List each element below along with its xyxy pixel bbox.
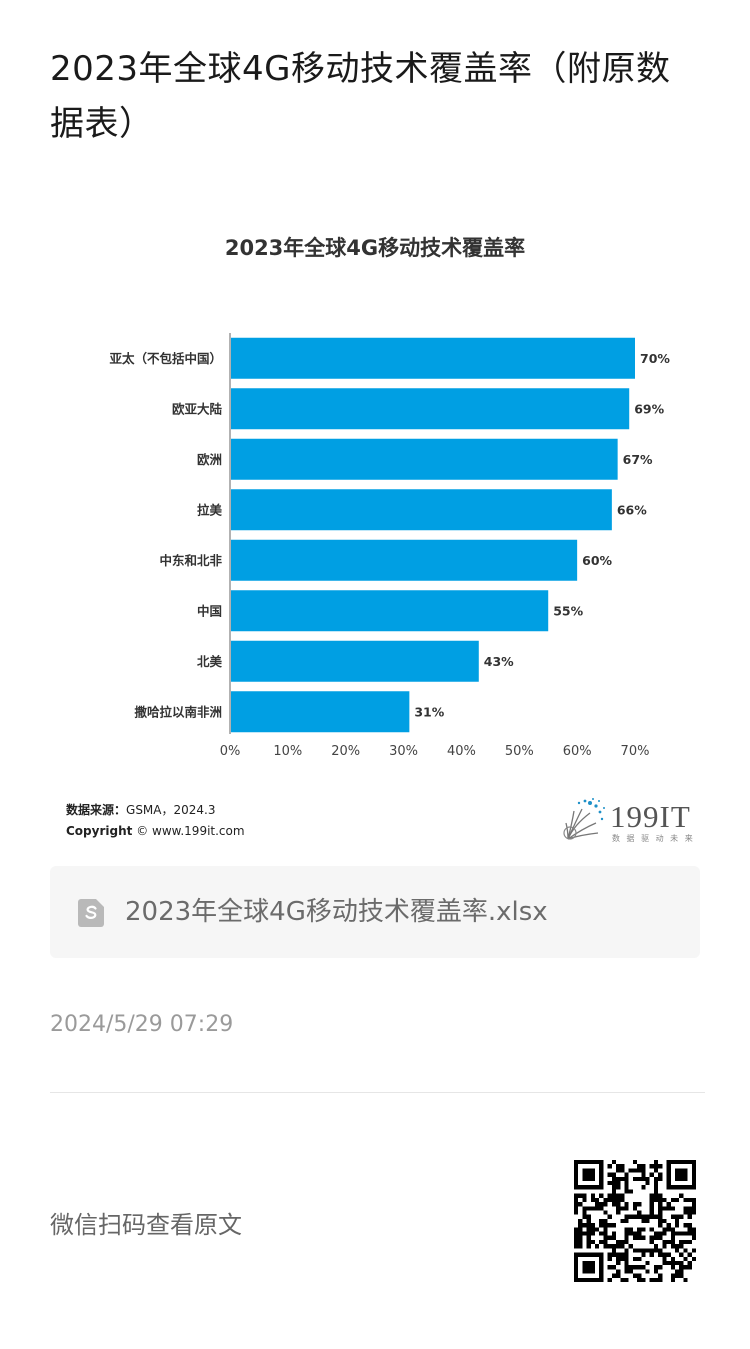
source-label: 数据来源： <box>66 803 127 817</box>
source-value: GSMA，2024.3 <box>126 803 216 817</box>
article-title: 2023年全球4G移动技术覆盖率（附原数据表） <box>50 49 671 144</box>
category-label: 欧洲 <box>197 452 222 467</box>
brand-logo: 199IT 数 据 驱 动 未 来 <box>560 795 700 845</box>
chart-image: 2023年全球4G移动技术覆盖率亚太（不包括中国） 70% 欧亚大陆 69% 欧洲 67%… <box>50 215 700 850</box>
category-label: 亚太（不包括中国） <box>109 351 222 366</box>
copyright-value: © www.199it.com <box>136 824 245 838</box>
dandelion-logo-icon <box>563 798 605 840</box>
x-tick-label: 0% <box>220 744 241 759</box>
data-label: 66% <box>617 502 647 517</box>
x-tick-label: 50% <box>505 744 534 759</box>
category-label: 北美 <box>197 654 223 669</box>
data-label: 43% <box>484 654 514 669</box>
x-tick-label: 60% <box>563 744 592 759</box>
x-tick-label: 40% <box>447 744 476 759</box>
bar <box>231 590 549 632</box>
category-label: 拉美 <box>197 502 223 517</box>
attachment-card[interactable]: 2023年全球4G移动技术覆盖率.xlsx <box>50 866 700 958</box>
category-label: 撒哈拉以南非洲 <box>134 704 222 719</box>
data-label: 31% <box>414 704 444 719</box>
logo-tagline: 数 据 驱 动 未 来 <box>612 834 695 843</box>
category-label: 中东和北非 <box>159 553 222 568</box>
bar <box>231 539 578 581</box>
data-label: 70% <box>640 351 670 366</box>
x-tick-label: 70% <box>621 744 650 759</box>
category-label: 欧亚大陆 <box>172 401 223 416</box>
bar <box>231 489 612 531</box>
bar <box>231 640 479 682</box>
bar <box>231 691 410 733</box>
x-tick-label: 10% <box>273 744 302 759</box>
bar <box>231 388 630 430</box>
divider <box>50 1092 705 1093</box>
source-note: 数据来源：GSMA，2024.3 Copyright © www.199it.c… <box>66 800 245 842</box>
data-label: 55% <box>553 603 583 618</box>
x-tick-label: 20% <box>331 744 360 759</box>
category-label: 中国 <box>197 603 222 618</box>
copyright-label: Copyright <box>66 824 133 838</box>
scan-hint: 微信扫码查看原文 <box>50 1211 242 1239</box>
x-tick-label: 30% <box>389 744 418 759</box>
logo-text: 199IT <box>610 799 691 834</box>
spreadsheet-file-icon <box>78 899 104 927</box>
publish-timestamp: 2024/5/29 07:29 <box>50 1012 234 1037</box>
bar <box>231 438 618 480</box>
qr-code-icon[interactable] <box>574 1160 696 1282</box>
bar <box>231 337 635 379</box>
data-label: 67% <box>623 452 653 467</box>
data-label: 60% <box>582 553 612 568</box>
chart-title: 2023年全球4G移动技术覆盖率 <box>225 236 525 260</box>
attachment-file-name[interactable]: 2023年全球4G移动技术覆盖率.xlsx <box>125 897 548 927</box>
data-label: 69% <box>634 401 664 416</box>
